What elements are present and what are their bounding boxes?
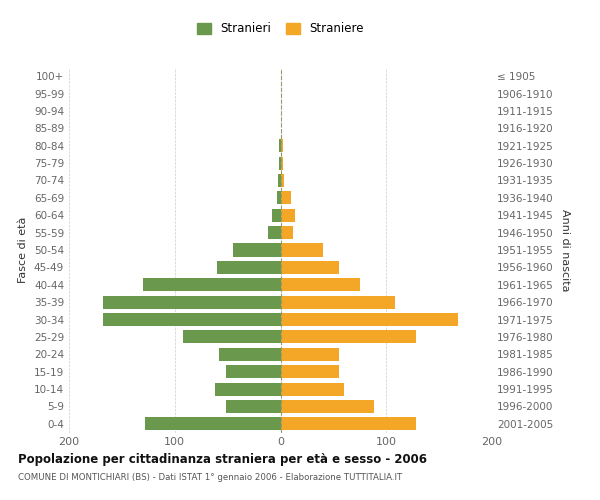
Bar [226, 365, 281, 378]
Bar [281, 278, 360, 291]
Bar [281, 418, 416, 430]
Bar [281, 348, 338, 361]
Bar [281, 156, 283, 170]
Bar [281, 296, 395, 308]
Bar [281, 192, 291, 204]
Bar [281, 244, 323, 256]
Bar [281, 208, 295, 222]
Bar [272, 208, 281, 222]
Bar [103, 313, 281, 326]
Bar [281, 330, 416, 344]
Text: Popolazione per cittadinanza straniera per età e sesso - 2006: Popolazione per cittadinanza straniera p… [18, 452, 427, 466]
Bar [217, 261, 281, 274]
Bar [281, 313, 458, 326]
Bar [103, 296, 281, 308]
Bar [278, 174, 281, 187]
Bar [281, 226, 293, 239]
Bar [233, 244, 281, 256]
Bar [281, 261, 338, 274]
Y-axis label: Anni di nascita: Anni di nascita [560, 209, 570, 291]
Bar [215, 382, 281, 396]
Bar [280, 156, 281, 170]
Y-axis label: Fasce di età: Fasce di età [19, 217, 28, 283]
Bar [277, 192, 281, 204]
Bar [183, 330, 281, 344]
Legend: Stranieri, Straniere: Stranieri, Straniere [197, 22, 364, 36]
Bar [280, 139, 281, 152]
Bar [145, 418, 281, 430]
Bar [281, 365, 338, 378]
Bar [226, 400, 281, 413]
Bar [281, 400, 374, 413]
Bar [281, 174, 284, 187]
Bar [219, 348, 281, 361]
Bar [281, 139, 283, 152]
Bar [268, 226, 281, 239]
Bar [143, 278, 281, 291]
Text: COMUNE DI MONTICHIARI (BS) - Dati ISTAT 1° gennaio 2006 - Elaborazione TUTTITALI: COMUNE DI MONTICHIARI (BS) - Dati ISTAT … [18, 472, 402, 482]
Bar [281, 382, 344, 396]
